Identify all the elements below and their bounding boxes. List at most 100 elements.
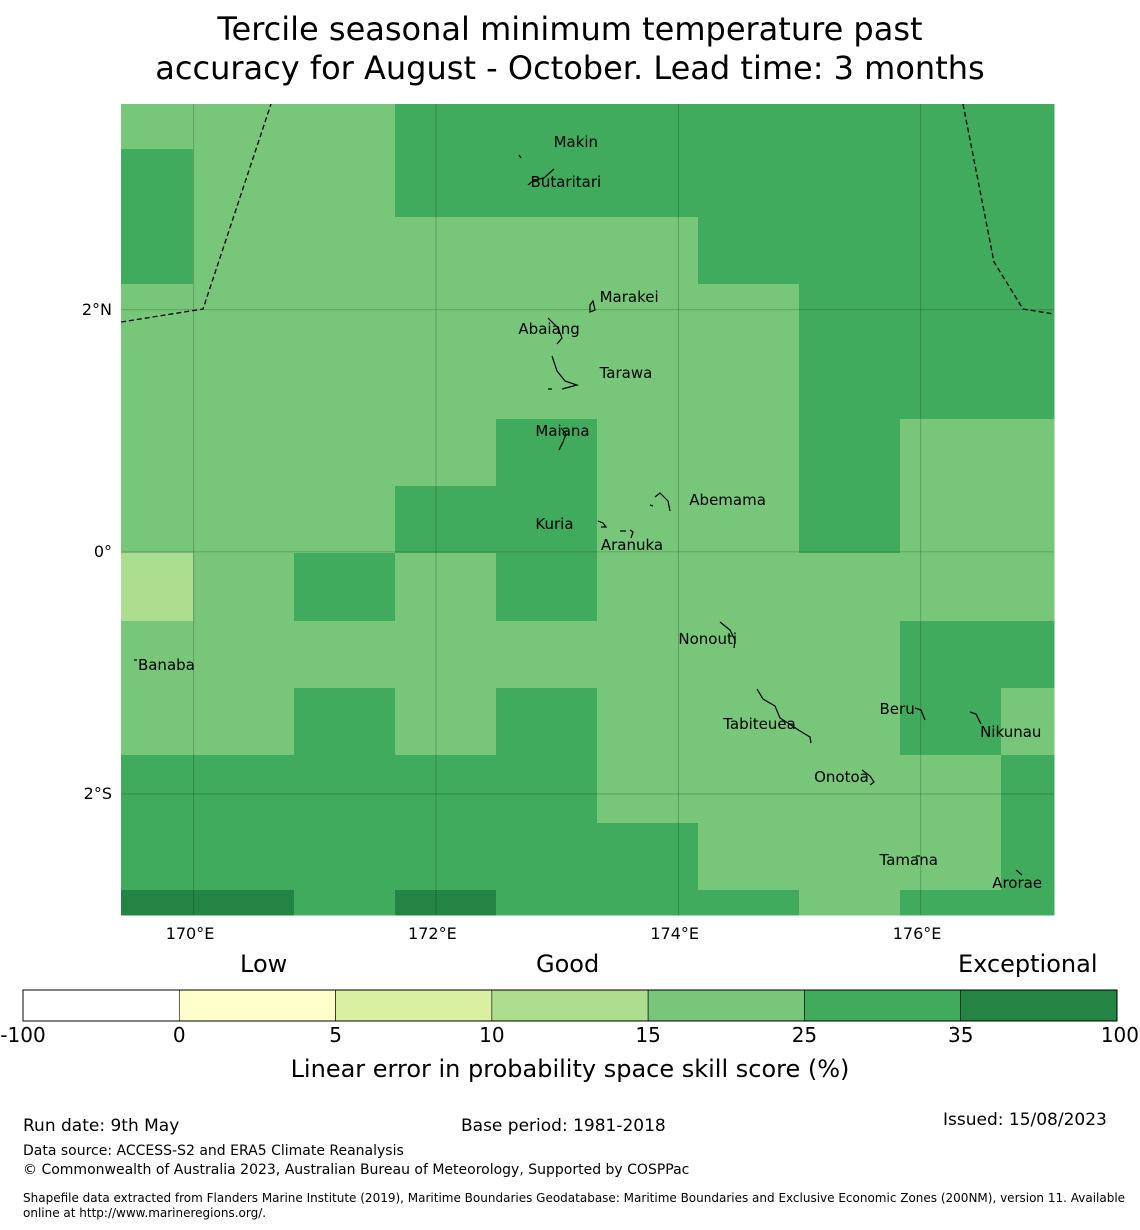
skill-cell bbox=[900, 351, 1002, 420]
skill-cell bbox=[900, 149, 1002, 218]
skill-cell bbox=[900, 823, 1002, 891]
skill-cell bbox=[799, 755, 901, 824]
skill-cell bbox=[193, 149, 295, 218]
colorbar-segment bbox=[491, 989, 649, 1022]
skill-grid bbox=[121, 104, 1055, 916]
lon-tick-label: 174°E bbox=[650, 924, 700, 943]
lon-tick-label: 172°E bbox=[408, 924, 457, 943]
skill-cell bbox=[496, 149, 598, 218]
map-title: Tercile seasonal minimum temperature pas… bbox=[0, 10, 1140, 88]
skill-cell bbox=[496, 104, 598, 150]
skill-cell bbox=[395, 351, 497, 420]
place-label: Onotoa bbox=[814, 768, 869, 787]
skill-cell bbox=[121, 553, 194, 622]
skill-cell bbox=[1001, 553, 1055, 622]
skill-cell bbox=[597, 823, 699, 891]
colorbar-good-label: Good bbox=[536, 950, 600, 978]
colorbar-tick-label: 35 bbox=[947, 1023, 974, 1047]
skill-cell bbox=[496, 351, 598, 420]
shapefile-credit: Shapefile data extracted from Flanders M… bbox=[23, 1191, 1138, 1221]
run-date: Run date: 9th May bbox=[23, 1116, 180, 1136]
data-source: Data source: ACCESS-S2 and ERA5 Climate … bbox=[23, 1143, 404, 1159]
skill-cell bbox=[597, 553, 699, 622]
place-label: Nikunau bbox=[980, 723, 1042, 742]
island-outline bbox=[551, 355, 580, 390]
skill-cell bbox=[193, 104, 295, 150]
skill-cell bbox=[900, 553, 1002, 622]
skill-cell bbox=[294, 621, 396, 689]
colorbar-segment bbox=[804, 989, 962, 1022]
skill-cell bbox=[597, 284, 699, 352]
skill-cell bbox=[121, 104, 194, 150]
skill-cell bbox=[193, 486, 295, 554]
skill-cell bbox=[597, 217, 699, 285]
skill-cell bbox=[193, 755, 295, 824]
skill-cell bbox=[900, 890, 1002, 916]
issued-date: Issued: 15/08/2023 bbox=[943, 1110, 1107, 1130]
skill-cell bbox=[121, 621, 194, 689]
colorbar-tick-label: 15 bbox=[635, 1023, 661, 1047]
skill-cell bbox=[193, 890, 295, 916]
title-line-2: accuracy for August - October. Lead time… bbox=[155, 49, 985, 87]
skill-cell bbox=[294, 486, 396, 554]
place-label: Tamana bbox=[879, 850, 938, 869]
place-label: Banaba bbox=[137, 655, 195, 674]
island-outline bbox=[861, 769, 875, 786]
skill-cell bbox=[395, 217, 497, 285]
skill-cell bbox=[799, 149, 901, 218]
skill-cell bbox=[395, 104, 497, 150]
skill-cell bbox=[496, 621, 598, 689]
skill-cell bbox=[395, 419, 497, 487]
skill-cell bbox=[900, 419, 1002, 487]
skill-cell bbox=[1001, 351, 1055, 420]
lon-tick-label: 170°E bbox=[165, 924, 215, 943]
colorbar-tick-label: 5 bbox=[329, 1023, 342, 1047]
island-outline bbox=[527, 168, 555, 186]
skill-cell bbox=[496, 688, 598, 756]
skill-cell bbox=[193, 553, 295, 622]
skill-cell bbox=[294, 284, 396, 352]
skill-cell bbox=[395, 688, 497, 756]
place-label: Kuria bbox=[535, 515, 574, 534]
skill-cell bbox=[1001, 284, 1055, 352]
skill-cell bbox=[1001, 688, 1055, 756]
skill-cell bbox=[496, 419, 598, 487]
island-outline bbox=[969, 711, 982, 725]
skill-cell bbox=[121, 351, 194, 420]
place-label: Nonouti bbox=[678, 630, 738, 649]
skill-cell bbox=[193, 419, 295, 487]
skill-cell bbox=[193, 621, 295, 689]
island-outline bbox=[756, 688, 812, 744]
skill-cell bbox=[597, 104, 699, 150]
skill-cell bbox=[900, 621, 1002, 689]
skill-cell bbox=[799, 284, 901, 352]
skill-cell bbox=[294, 553, 396, 622]
skill-cell bbox=[698, 486, 800, 554]
eez-boundary-line bbox=[962, 103, 1055, 315]
skill-cell bbox=[597, 621, 699, 689]
skill-cell bbox=[193, 351, 295, 420]
island-outline bbox=[597, 520, 608, 528]
skill-cell bbox=[193, 688, 295, 756]
skill-cell bbox=[799, 217, 901, 285]
place-label: Beru bbox=[879, 700, 915, 719]
colorbar-segment bbox=[960, 989, 1118, 1022]
skill-cell bbox=[799, 553, 901, 622]
skill-cell bbox=[294, 890, 396, 916]
place-label: Tarawa bbox=[599, 363, 653, 382]
skill-cell bbox=[900, 486, 1002, 554]
skill-cell bbox=[698, 217, 800, 285]
shapefile-credit-line-2: online at http://www.marineregions.org/. bbox=[23, 1206, 267, 1220]
colorbar-segment bbox=[335, 989, 493, 1022]
skill-cell bbox=[1001, 149, 1055, 218]
skill-cell bbox=[121, 419, 194, 487]
place-label: Arorae bbox=[992, 873, 1043, 892]
island-outline bbox=[649, 504, 654, 507]
place-label: Marakei bbox=[599, 287, 659, 306]
skill-cell bbox=[698, 149, 800, 218]
island-outline bbox=[719, 621, 736, 649]
skill-cell bbox=[799, 890, 901, 916]
skill-cell bbox=[121, 755, 194, 824]
skill-cell bbox=[193, 284, 295, 352]
